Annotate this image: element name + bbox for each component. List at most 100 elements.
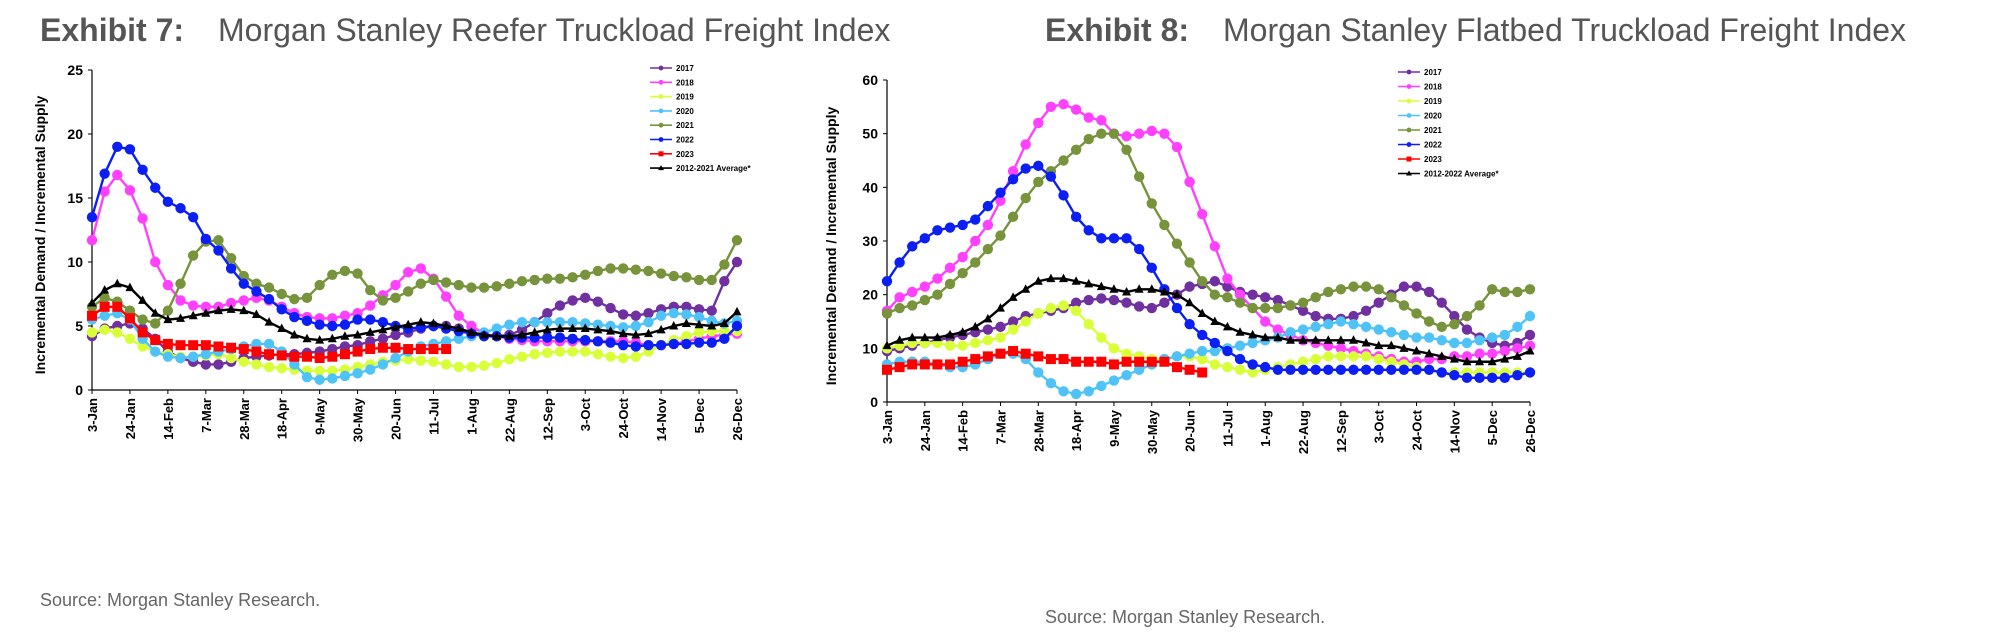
- data-point: [732, 306, 742, 316]
- data-point: [1159, 128, 1170, 139]
- data-point: [339, 310, 351, 321]
- data-point: [1386, 356, 1397, 367]
- data-point: [238, 295, 249, 306]
- data-point: [1260, 302, 1271, 314]
- data-point: [1386, 340, 1396, 350]
- data-point: [1487, 356, 1497, 366]
- data-point: [1424, 348, 1434, 358]
- data-point: [1449, 369, 1460, 381]
- data-point: [1196, 353, 1208, 365]
- data-point: [478, 282, 490, 293]
- data-point: [428, 318, 438, 327]
- reefer-index-chart: 0 5 10 15 20 25 3-Jan 24-Jan 14-Feb 7-Mar 28-Mar 18…: [32, 62, 751, 442]
- legend-marker: [1406, 113, 1412, 118]
- x-tick-label: 5-Dec: [692, 398, 707, 433]
- data-point: [492, 331, 502, 340]
- data-point: [1373, 324, 1384, 335]
- data-point: [907, 286, 918, 298]
- data-point: [1285, 300, 1296, 311]
- data-point: [289, 329, 299, 339]
- data-point: [1033, 160, 1044, 172]
- x-tick-label: 14-Nov: [1447, 409, 1462, 453]
- y-tick-label: 0: [75, 382, 83, 398]
- data-point: [238, 278, 249, 289]
- data-point: [176, 313, 186, 322]
- x-tick-label: 24-Jan: [123, 398, 138, 439]
- data-point: [162, 279, 174, 291]
- data-point: [1462, 356, 1472, 366]
- data-point: [402, 267, 414, 278]
- data-point: [1398, 329, 1410, 341]
- series-2022: [881, 160, 1536, 384]
- data-point: [466, 320, 477, 332]
- data-point: [542, 316, 553, 328]
- data-point: [1222, 361, 1233, 373]
- data-point: [352, 268, 363, 279]
- data-point: [882, 364, 892, 375]
- data-point: [403, 344, 414, 355]
- data-point: [643, 308, 654, 319]
- data-point: [327, 365, 338, 376]
- data-point: [1108, 294, 1120, 306]
- exhibit-number: Exhibit 8:: [1045, 12, 1190, 48]
- data-point: [339, 341, 351, 352]
- data-point: [301, 372, 313, 383]
- data-point: [377, 333, 389, 344]
- data-point: [428, 274, 439, 286]
- data-point: [175, 278, 186, 289]
- data-point: [668, 338, 679, 350]
- data-point: [314, 353, 325, 363]
- data-point: [1008, 292, 1018, 301]
- data-point: [1285, 327, 1296, 338]
- legend-label: 2022: [1424, 141, 1442, 150]
- data-point: [1524, 310, 1536, 322]
- series-line: [886, 279, 1531, 353]
- data-point: [365, 336, 376, 347]
- legend-item: 2023: [1398, 155, 1442, 164]
- legend-label: 2021: [676, 121, 694, 130]
- data-point: [1499, 372, 1510, 384]
- data-point: [301, 292, 313, 304]
- data-point: [1423, 332, 1435, 343]
- data-point: [1070, 388, 1082, 400]
- data-point: [995, 348, 1006, 359]
- data-point: [580, 346, 591, 357]
- data-point: [894, 362, 905, 373]
- data-point: [995, 332, 1006, 343]
- data-point: [1033, 276, 1043, 285]
- data-point: [440, 359, 452, 370]
- x-tick-label: 9-May: [1107, 409, 1122, 447]
- data-point: [1486, 372, 1498, 384]
- data-point: [1058, 386, 1069, 397]
- data-point: [630, 320, 642, 332]
- x-tick-label: 28-Mar: [237, 398, 252, 440]
- data-point: [957, 356, 968, 367]
- data-point: [327, 351, 338, 362]
- data-point: [1096, 281, 1106, 291]
- data-point: [124, 313, 135, 324]
- data-point: [681, 301, 692, 312]
- data-point: [945, 359, 956, 370]
- data-point: [681, 338, 692, 350]
- data-point: [1108, 343, 1120, 354]
- data-point: [428, 356, 439, 368]
- data-point: [516, 351, 528, 362]
- data-point: [314, 319, 325, 330]
- data-point: [315, 335, 325, 344]
- data-point: [339, 370, 351, 382]
- data-point: [1083, 356, 1094, 367]
- data-point: [327, 320, 338, 332]
- data-point: [276, 350, 287, 361]
- data-point: [1071, 276, 1081, 285]
- data-point: [1083, 318, 1094, 330]
- legend-label: 2012-2022 Average*: [1424, 170, 1499, 179]
- legend-label: 2019: [1424, 97, 1442, 106]
- source-note: Source: Morgan Stanley Research.: [40, 590, 321, 610]
- data-point: [1436, 367, 1447, 378]
- data-point: [592, 319, 604, 330]
- data-point: [580, 292, 591, 304]
- data-point: [187, 300, 199, 311]
- data-point: [605, 302, 616, 314]
- data-point: [1045, 302, 1057, 314]
- data-point: [327, 343, 338, 355]
